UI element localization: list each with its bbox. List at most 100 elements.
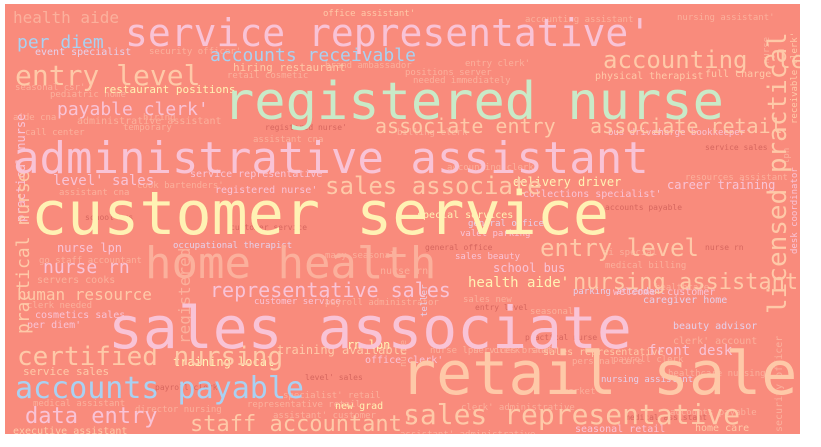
cloud-word: personal care xyxy=(572,357,643,367)
cloud-word: administrative assistant xyxy=(13,133,649,184)
cloud-word: seasonal retail xyxy=(575,424,666,435)
cloud-word: customer service xyxy=(254,297,341,307)
cloud-word: seasonal xyxy=(530,307,574,317)
cloud-word: retail cosmetic xyxy=(227,71,309,81)
cloud-word: welcome' customer xyxy=(613,287,716,298)
cloud-word: rn lpn xyxy=(347,338,391,352)
cloud-word: medical billing xyxy=(605,261,687,271)
cloud-word: nurse rn xyxy=(43,257,130,278)
cloud-word: assistant cna xyxy=(59,188,130,198)
cloud-word: general office xyxy=(468,219,544,229)
cloud-word: billing clerk xyxy=(397,128,468,138)
cloud-word: clerk' account xyxy=(673,336,758,347)
cloud-word: special services xyxy=(417,210,514,221)
cloud-word: specialist' retail xyxy=(283,391,381,401)
cloud-word: seasonal csr' xyxy=(15,83,86,93)
cloud-word: sales beauty xyxy=(455,252,521,262)
cloud-word: physical therapist xyxy=(595,71,704,82)
cloud-word: training local xyxy=(173,355,275,369)
cloud-word: clerk' staff xyxy=(493,346,559,356)
cloud-word: sales associate xyxy=(108,294,632,362)
cloud-word: service representative xyxy=(190,169,323,180)
cloud-word: assistant cna xyxy=(253,135,324,145)
cloud-word-filler: medical assistant xyxy=(625,413,707,422)
cloud-word: registered nurse' xyxy=(215,185,318,196)
cloud-word-filler: general office xyxy=(425,243,493,252)
cloud-word: pediatric home xyxy=(50,90,126,100)
cloud-word: clerk needed xyxy=(27,301,93,311)
cloud-word: sales new xyxy=(463,295,512,305)
cloud-word: representative retail xyxy=(247,400,361,410)
cloud-word: bus driver xyxy=(608,128,663,138)
cloud-word: restaurant positions xyxy=(103,83,236,96)
cloud-word: market xyxy=(563,387,596,397)
cloud-word: hiring xyxy=(143,113,176,123)
cloud-word-filler: school bus xyxy=(85,213,134,222)
word-cloud: customer service accounts payable entry le… xyxy=(5,4,800,434)
cloud-word: charge bookkeeper' xyxy=(653,128,751,138)
cloud-word: certified nursing xyxy=(17,342,284,372)
cloud-word: valet parking xyxy=(460,229,531,239)
cloud-word: level' sales xyxy=(53,173,155,189)
cloud-word: accounts payable xyxy=(670,408,757,418)
cloud-word: registered nurse xyxy=(223,72,724,132)
cloud-word: accounts receivable xyxy=(210,45,416,66)
cloud-word: new grad xyxy=(335,401,384,412)
cloud-word: school bus xyxy=(493,261,566,275)
cloud-word: home health xyxy=(145,238,437,289)
cloud-word: executive assistant xyxy=(13,426,128,435)
cloud-word-filler: practical nurse xyxy=(525,333,598,342)
cloud-word: event specialist xyxy=(35,47,132,58)
cloud-word: brand ambassador xyxy=(325,61,412,71)
cloud-word: entry level xyxy=(15,59,201,92)
cloud-word: delivery driver xyxy=(513,175,622,189)
cloud-word: healthcare xyxy=(655,283,710,293)
cloud-word: accounting assistant xyxy=(525,15,634,25)
cloud-word: full charge xyxy=(705,69,772,80)
cloud-word: di special xyxy=(603,248,658,258)
cloud-word: data entry xyxy=(25,404,158,429)
cloud-word: nursing assistant xyxy=(573,270,799,295)
cloud-word: accounting clerk xyxy=(447,163,534,173)
cloud-word: nursing assistant' xyxy=(677,13,775,23)
cloud-word: home care xyxy=(695,423,750,434)
cloud-word: nurse lpn' xyxy=(430,346,485,356)
cloud-word: sales associate xyxy=(325,172,542,200)
cloud-word: macy seasonal xyxy=(325,251,396,261)
cloud-word-filler: level' sales xyxy=(305,373,363,382)
cloud-word: sales representative' xyxy=(543,347,670,358)
cloud-word: aide cna xyxy=(13,113,57,123)
cloud-word: collections specialist' xyxy=(523,189,662,200)
cloud-word: health aide xyxy=(13,8,119,27)
cloud-word: staff accountant' xyxy=(190,412,416,435)
cloud-word: nurse lpn xyxy=(57,241,123,255)
cloud-word: licensed practical xyxy=(763,32,793,314)
cloud-word-filler: payroll clerk xyxy=(155,383,218,392)
cloud-word: beauty advisor xyxy=(673,321,758,332)
cloud-word: healthcare nursing xyxy=(668,369,766,379)
cloud-word: office assistant' xyxy=(323,9,416,19)
cloud-word: administrative assistant xyxy=(77,116,222,127)
cloud-word: customer service xyxy=(31,179,609,249)
cloud-word-filler: entry level xyxy=(475,303,528,312)
cloud-word: entry clerk' xyxy=(465,59,531,69)
cloud-word: health aide' xyxy=(468,275,570,291)
cloud-word: cook bartenders' xyxy=(137,181,224,191)
cloud-word: assistant' administrative xyxy=(400,431,535,435)
cloud-word: nursing assistant xyxy=(601,375,694,385)
cloud-word: service representative' xyxy=(125,11,652,55)
cloud-word: payroll clerk xyxy=(613,355,684,365)
cloud-word: associate retail xyxy=(590,114,783,138)
cloud-word: office clerk' xyxy=(365,355,444,366)
cloud-word: assistant' customer xyxy=(273,411,376,421)
cloud-word: occupational therapist xyxy=(173,241,293,251)
cloud-word: cosmetics sales xyxy=(35,310,126,321)
cloud-word-filler: service sales xyxy=(705,143,768,152)
cloud-word: temporary xyxy=(123,123,172,133)
cloud-word: career training xyxy=(667,178,776,192)
cloud-word: servers cooks xyxy=(37,275,116,286)
cloud-word-filler: nurse rn xyxy=(705,243,744,252)
cloud-word: entry level xyxy=(540,234,699,262)
cloud-word-filler: customer service xyxy=(230,223,308,232)
cloud-word: front desk xyxy=(648,343,733,359)
